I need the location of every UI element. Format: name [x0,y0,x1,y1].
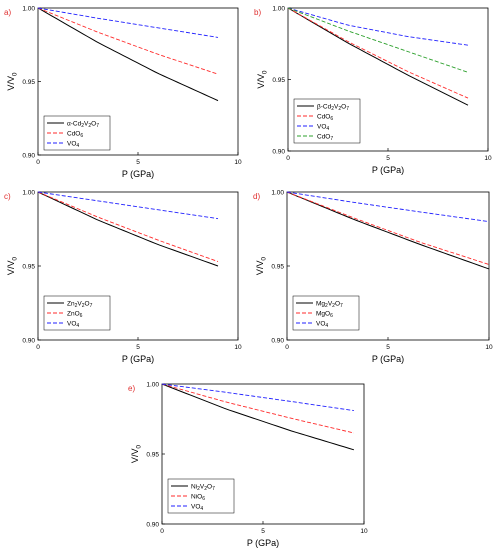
panel-label: a) [4,8,11,17]
panel-label: e) [128,384,135,393]
series-line-1 [287,7,469,106]
legend-label-1: Mg2V2O7 [316,301,343,310]
series-line-2 [286,191,490,265]
chart-panel-b: 0 5 100.900.951.00P (GPa)V/V0b)β-Cd2V2O7Cd… [254,5,492,175]
chart-panel-a: 0 5 100.900.951.00P (GPa)V/V0a)α-Cd2V2O7Cd… [4,5,242,179]
legend-label-1: α-Cd2V2O7 [67,121,99,130]
legend-label-4: CdO7 [317,134,333,143]
x-tick-label: 0 [36,344,40,351]
panel-label: b) [254,8,261,17]
x-tick-label: 10 [360,528,368,535]
legend-label-3: VO4 [67,321,79,330]
legend-label-1: Zn2V2O7 [67,301,93,310]
legend-label-2: NiO6 [191,494,205,503]
x-tick-label: 5 [386,344,390,351]
y-axis-label-main: V/V [256,74,266,89]
legend-label-1: β-Cd2V2O7 [317,104,349,113]
y-axis-label: V/V0 [6,257,19,276]
panel-label: d) [253,192,260,201]
series-line-2 [37,7,219,75]
series-line-1 [37,191,219,267]
legend-label-3: VO4 [316,321,328,330]
y-tick-label: 1.00 [146,381,159,388]
x-tick-label: 10 [234,344,242,351]
chart-panel-e: 0 5 100.900.951.00P (GPa)V/V0e)Ni2V2O7NiO6… [128,381,368,548]
series-line-1 [161,383,355,451]
x-tick-label: 10 [485,344,493,351]
y-axis-label: V/V0 [256,70,269,89]
y-axis-label: V/V0 [255,257,268,276]
panel-label: c) [4,192,11,201]
chart-panel-d: 0 5 100.900.951.00P (GPa)V/V0d)Mg2V2O7MgO6… [253,189,493,364]
y-axis-label-sub: 0 [261,257,268,261]
x-tick-label: 5 [386,155,390,162]
x-axis-label: P (GPa) [372,165,404,175]
y-tick-label: 0.90 [146,521,159,528]
y-axis-label-sub: 0 [262,70,269,74]
x-tick-label: 10 [234,159,242,166]
legend-label-3: VO4 [67,141,79,150]
y-tick-label: 0.95 [22,263,35,270]
y-tick-label: 0.95 [22,79,35,86]
y-axis-label-sub: 0 [136,445,143,449]
y-axis-label: V/V0 [6,72,19,91]
series-line-1 [286,191,490,270]
legend-label-3: VO4 [191,504,203,513]
series-line-3 [287,7,469,46]
x-tick-label: 0 [36,159,40,166]
series-line-4 [287,7,469,73]
x-tick-label: 10 [484,155,492,162]
series-line-2 [37,191,219,262]
series-line-3 [37,191,219,220]
series-line-2 [287,7,469,99]
x-axis-label: P (GPa) [372,354,404,364]
y-tick-label: 1.00 [272,5,285,12]
y-axis-label-main: V/V [130,449,140,464]
y-axis-label-main: V/V [255,261,265,276]
y-axis-label-main: V/V [6,76,16,91]
x-tick-label: 5 [261,528,265,535]
x-axis-label: P (GPa) [247,538,279,548]
y-tick-label: 0.95 [271,263,284,270]
legend-label-2: ZnO6 [67,311,83,320]
x-axis-label: P (GPa) [122,169,154,179]
legend-label-2: CdO6 [317,114,333,123]
legend-label-3: VO4 [317,124,329,133]
y-axis-label-sub: 0 [12,257,19,261]
y-tick-label: 0.90 [271,337,284,344]
x-tick-label: 0 [286,155,290,162]
series-line-3 [37,7,219,38]
series-line-1 [37,7,219,102]
x-tick-label: 5 [136,159,140,166]
y-tick-label: 0.90 [22,152,35,159]
series-line-3 [286,191,490,223]
y-tick-label: 1.00 [22,5,35,12]
y-axis-label-sub: 0 [12,72,19,76]
y-tick-label: 0.95 [146,451,159,458]
x-tick-label: 0 [160,528,164,535]
legend-label-2: MgO6 [316,311,333,320]
x-axis-label: P (GPa) [122,354,154,364]
series-line-3 [161,383,354,412]
y-tick-label: 0.95 [272,77,285,84]
y-tick-label: 0.90 [22,337,35,344]
y-tick-label: 1.00 [22,189,35,196]
legend-label-1: Ni2V2O7 [191,484,215,493]
y-tick-label: 0.90 [272,148,285,155]
chart-panel-c: 0 5 100.900.951.00P (GPa)V/V0c)Zn2V2O7ZnO6… [4,189,242,364]
y-axis-label-main: V/V [6,261,16,276]
x-tick-label: 0 [285,344,289,351]
x-tick-label: 5 [136,344,140,351]
y-axis-label: V/V0 [130,445,143,464]
series-line-2 [161,383,355,434]
legend-label-2: CdO6 [67,131,83,140]
y-tick-label: 1.00 [271,189,284,196]
